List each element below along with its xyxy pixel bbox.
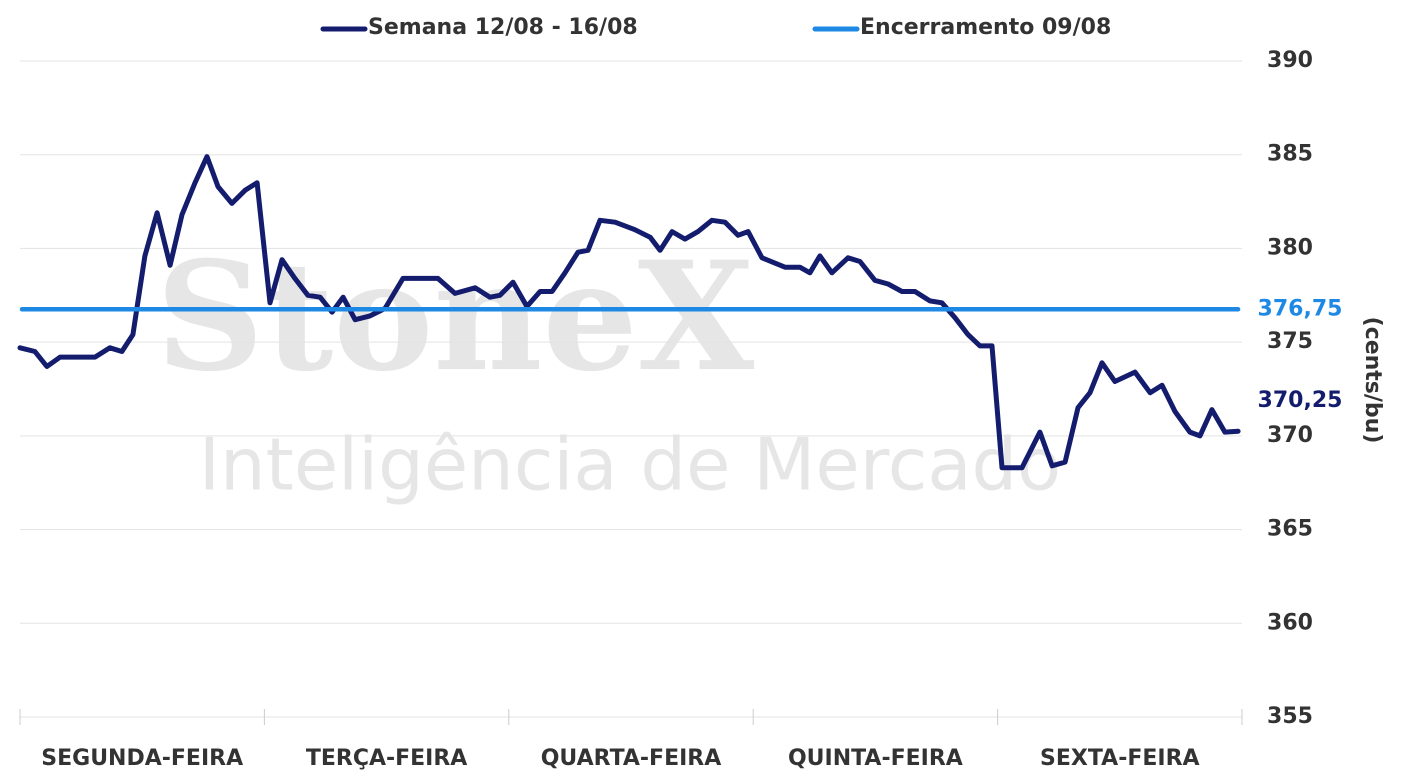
series-line xyxy=(17,154,1241,471)
legend-label: Encerramento 09/08 xyxy=(860,15,1111,40)
y-tick-label: 380 xyxy=(1267,235,1313,260)
x-tick-label: TERÇA-FEIRA xyxy=(306,746,468,771)
watermark: StoneX xyxy=(156,229,755,405)
y-tick-label: 390 xyxy=(1267,48,1313,73)
x-tick-label: SEGUNDA-FEIRA xyxy=(41,746,243,771)
y-tick-label: 360 xyxy=(1267,610,1313,635)
y-tick-label: 385 xyxy=(1267,142,1313,167)
y-axis-label: (cents/bu) xyxy=(1360,317,1385,444)
end-label: 376,75 xyxy=(1258,296,1343,321)
watermark: Inteligência de Mercado xyxy=(199,423,1061,507)
x-tick-label: QUINTA-FEIRA xyxy=(788,746,963,771)
y-tick-label: 375 xyxy=(1267,329,1313,354)
y-tick-label: 365 xyxy=(1267,517,1313,542)
x-tick-label: QUARTA-FEIRA xyxy=(541,746,722,771)
y-tick-label: 370 xyxy=(1267,423,1313,448)
x-tick-label: SEXTA-FEIRA xyxy=(1040,746,1200,771)
end-label: 370,25 xyxy=(1258,388,1343,413)
y-tick-label: 355 xyxy=(1267,704,1313,729)
legend-label: Semana 12/08 - 16/08 xyxy=(368,15,638,40)
